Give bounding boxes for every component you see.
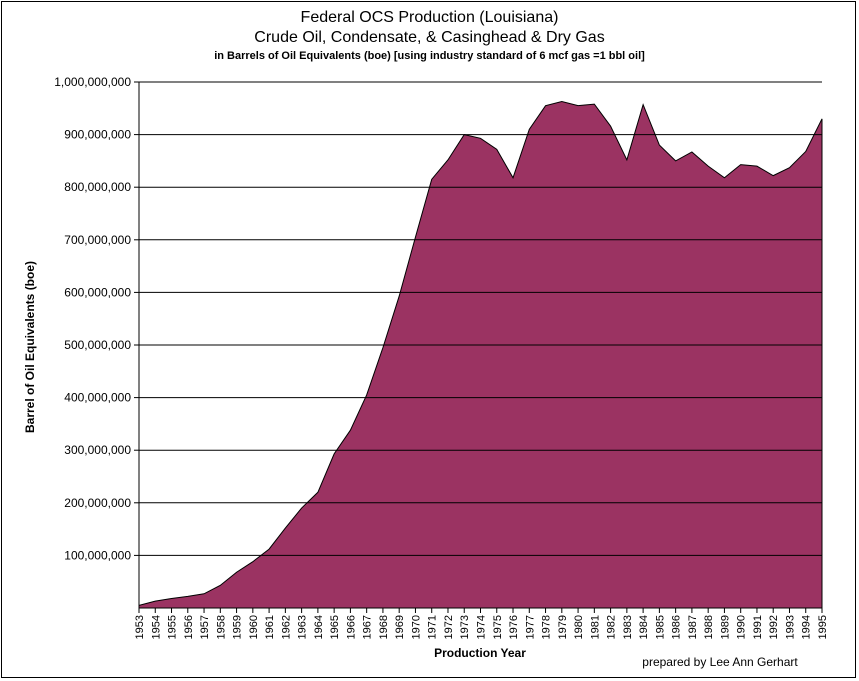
x-tick-label: 1975 — [492, 615, 504, 639]
x-tick-label: 1969 — [394, 615, 406, 639]
x-tick-label: 1956 — [183, 615, 195, 639]
y-tick-label: 300,000,000 — [64, 443, 131, 457]
x-tick-label: 1963 — [297, 615, 309, 639]
x-tick-label: 1992 — [768, 615, 780, 639]
chart-title-block: Federal OCS Production (Louisiana) Crude… — [0, 8, 859, 64]
x-tick-label: 1961 — [264, 615, 276, 639]
x-tick-label: 1995 — [817, 615, 829, 639]
x-tick-label: 1967 — [362, 615, 374, 639]
x-tick-label: 1957 — [199, 615, 211, 639]
x-tick-label: 1993 — [784, 615, 796, 639]
x-tick-label: 1971 — [427, 615, 439, 639]
chart-subtitle: Crude Oil, Condensate, & Casinghead & Dr… — [254, 29, 605, 46]
x-tick-label: 1970 — [410, 615, 422, 639]
x-tick-label: 1982 — [606, 615, 618, 639]
x-tick-label: 1986 — [671, 615, 683, 639]
chart-note: in Barrels of Oil Equivalents (boe) [usi… — [214, 50, 645, 62]
x-tick-label: 1976 — [508, 615, 520, 639]
y-tick-label: 400,000,000 — [64, 391, 131, 405]
x-tick-label: 1955 — [167, 615, 179, 639]
x-tick-label: 1962 — [280, 615, 292, 639]
x-tick-label: 1965 — [329, 615, 341, 639]
x-tick-label: 1987 — [687, 615, 699, 639]
x-tick-label: 1974 — [476, 615, 488, 639]
x-tick-label: 1953 — [134, 615, 146, 639]
x-tick-label: 1984 — [638, 615, 650, 639]
y-tick-label: 800,000,000 — [64, 180, 131, 194]
x-axis-label: Production Year — [434, 646, 526, 660]
x-tick-label: 1994 — [801, 615, 813, 639]
y-tick-label: 1,000,000,000 — [54, 75, 131, 89]
credit-text: prepared by Lee Ann Gerhart — [642, 655, 798, 669]
y-tick-label: 700,000,000 — [64, 233, 131, 247]
x-tick-label: 1980 — [573, 615, 585, 639]
y-axis-label: Barrel of Oil Equivalents (boe) — [23, 260, 37, 434]
y-tick-label: 500,000,000 — [64, 338, 131, 352]
chart-title: Federal OCS Production (Louisiana) — [300, 9, 559, 26]
x-tick-label: 1983 — [622, 615, 634, 639]
x-tick-label: 1966 — [345, 615, 357, 639]
x-tick-label: 1977 — [524, 615, 536, 639]
x-tick-label: 1972 — [443, 615, 455, 639]
x-tick-label: 1958 — [215, 615, 227, 639]
x-tick-label: 1959 — [232, 615, 244, 639]
x-tick-label: 1979 — [557, 615, 569, 639]
x-tick-label: 1981 — [589, 615, 601, 639]
x-tick-label: 1960 — [248, 615, 260, 639]
x-tick-label: 1990 — [736, 615, 748, 639]
x-tick-label: 1968 — [378, 615, 390, 639]
y-tick-label: 200,000,000 — [64, 496, 131, 510]
x-tick-label: 1973 — [459, 615, 471, 639]
y-tick-label: 900,000,000 — [64, 128, 131, 142]
x-tick-label: 1991 — [752, 615, 764, 639]
area-series — [138, 100, 823, 609]
x-tick-label: 1989 — [719, 615, 731, 639]
y-tick-label: 100,000,000 — [64, 548, 131, 562]
x-tick-label: 1954 — [150, 615, 162, 639]
x-tick-label: 1985 — [654, 615, 666, 639]
y-tick-label: 600,000,000 — [64, 285, 131, 299]
x-tick-label: 1964 — [313, 615, 325, 639]
x-tick-label: 1988 — [703, 615, 715, 639]
x-tick-label: 1978 — [541, 615, 553, 639]
